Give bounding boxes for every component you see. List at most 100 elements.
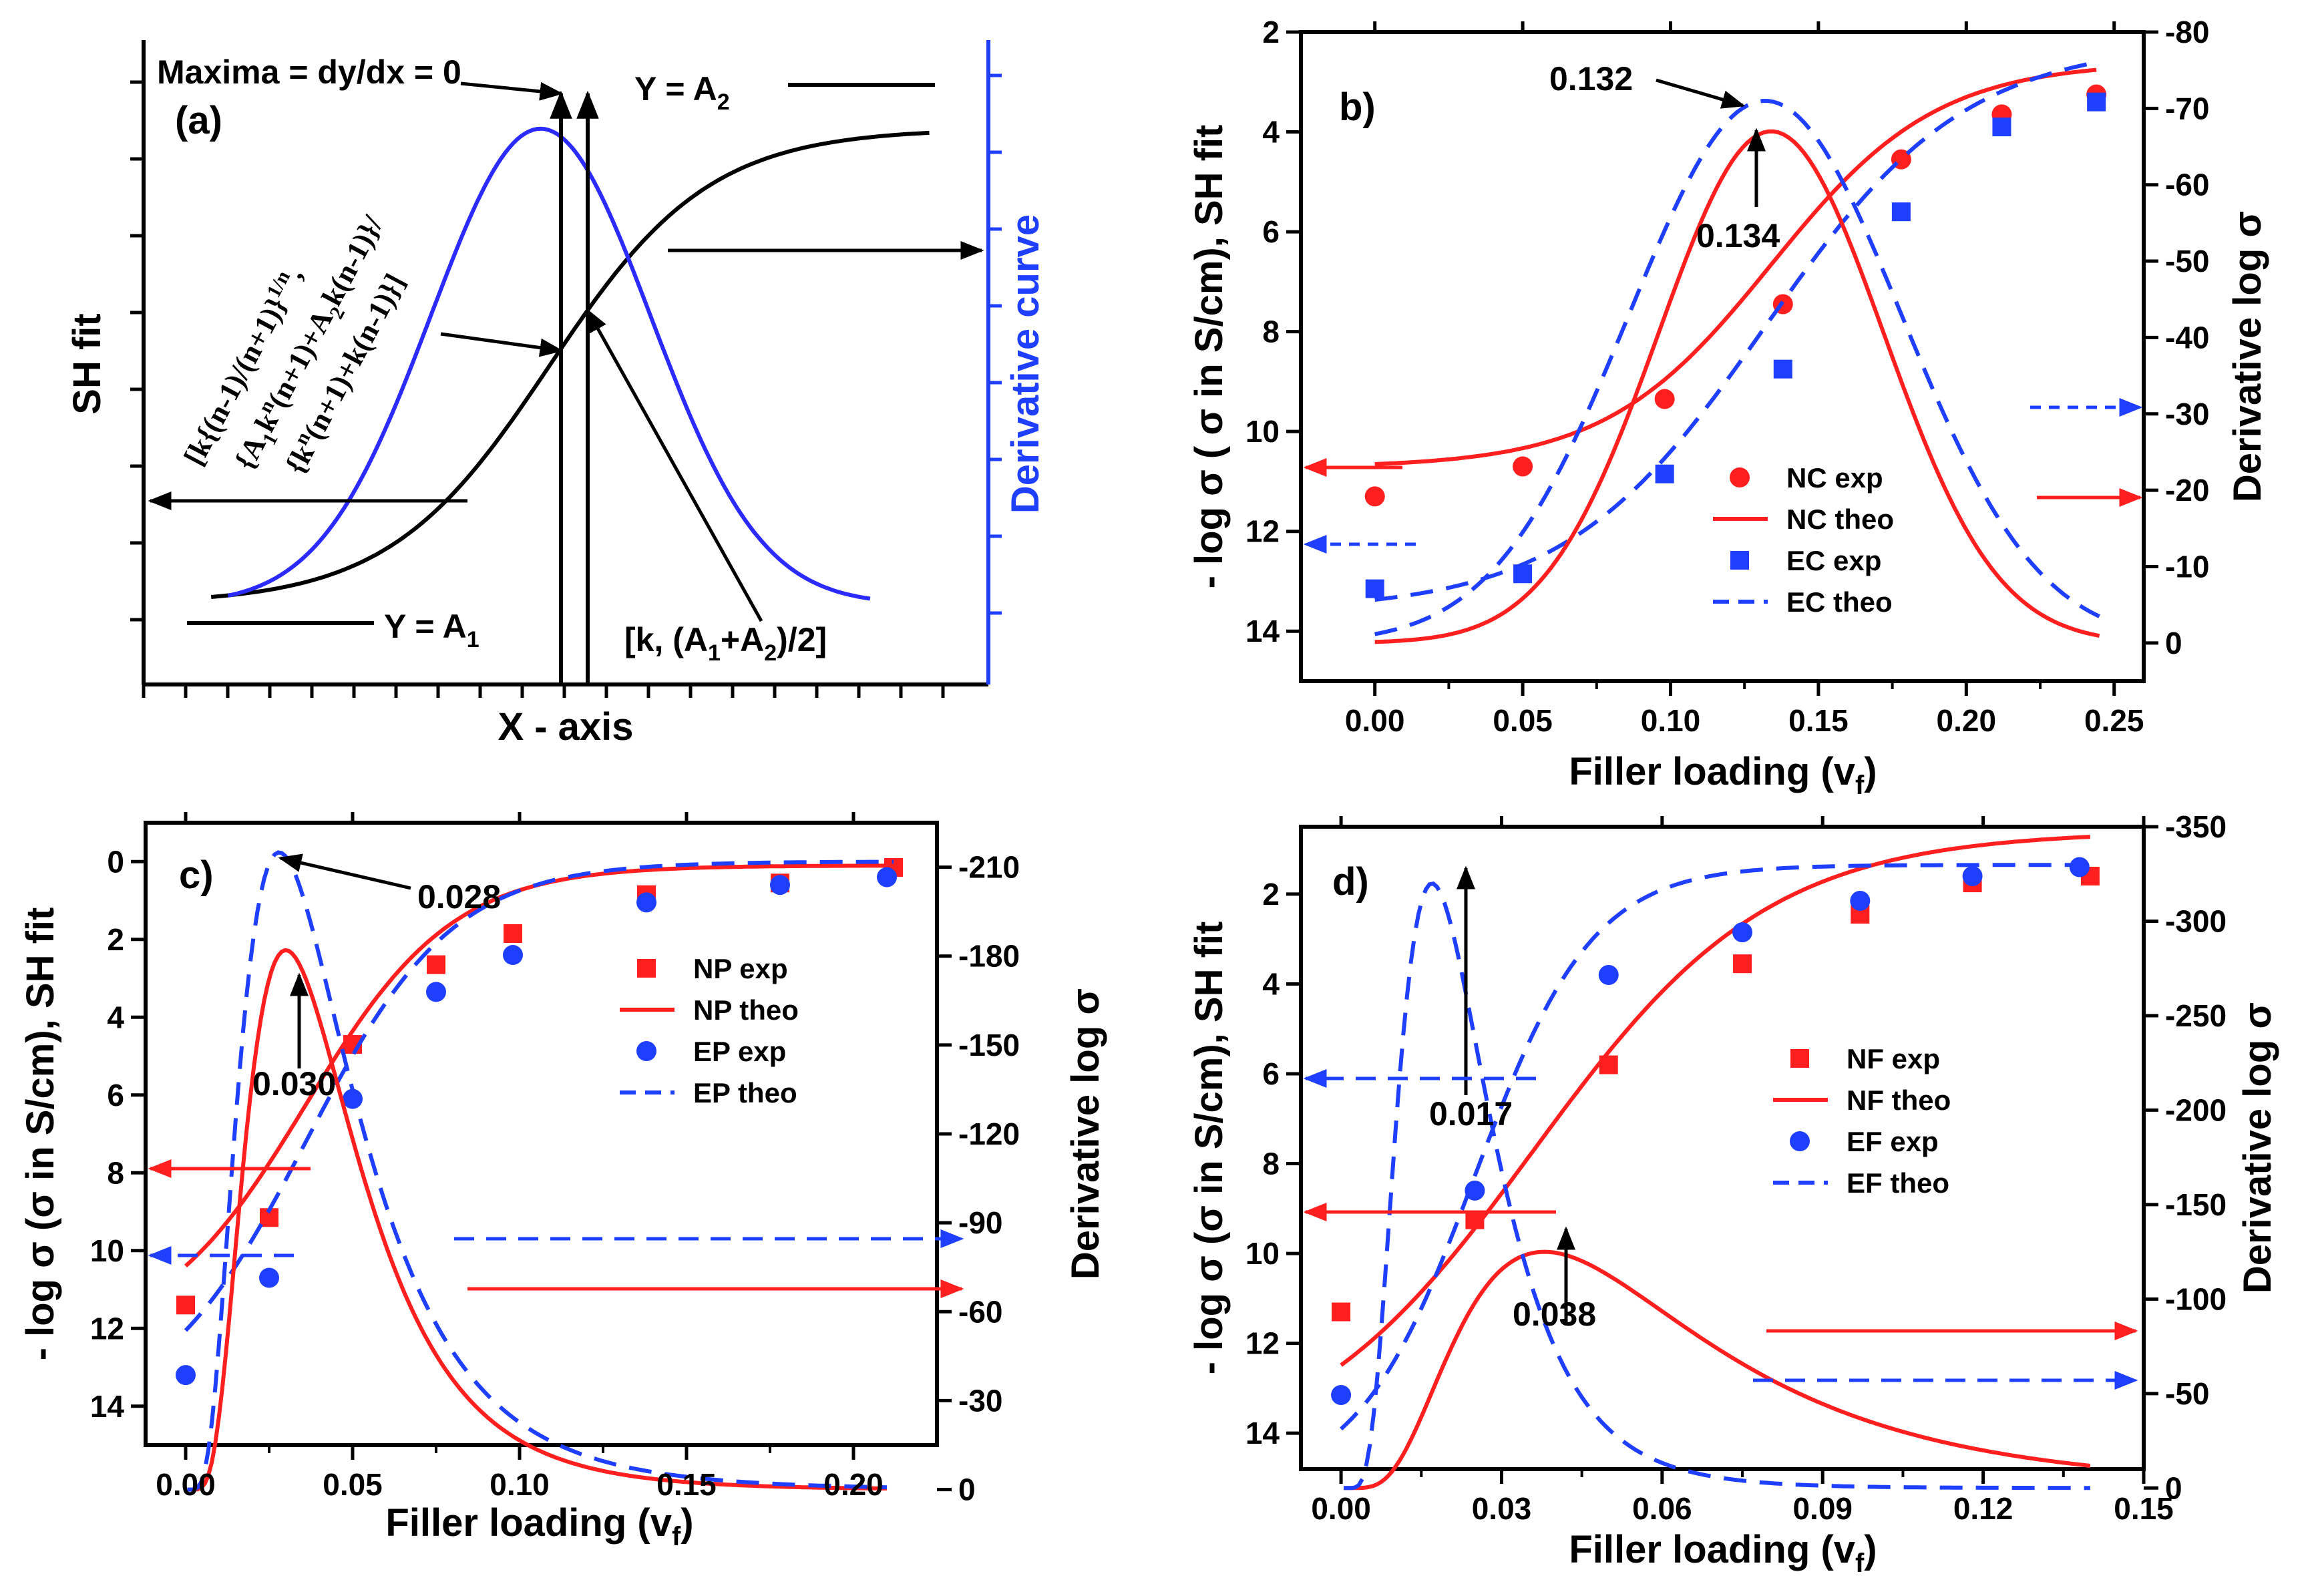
legend-label: NC theo <box>1786 504 1894 535</box>
point-ef-exp <box>1331 1385 1352 1405</box>
panel-d-ticks: 0.00 0.03 0.06 0.09 0.12 0.15 2 4 6 8 10 12 14 -350 -3… <box>1245 809 2227 1526</box>
panel-b-y2label: Derivative log σ <box>2226 211 2269 502</box>
legend-marker <box>636 1041 656 1061</box>
x-tick-label: 0.00 <box>1311 1491 1371 1526</box>
panel-c-y2label: Derivative log σ <box>1064 988 1107 1279</box>
panel-d: 0.00 0.03 0.06 0.09 0.12 0.15 2 4 6 8 10 12 14 -350 -3… <box>1187 809 2279 1578</box>
x-tick-label: 0.00 <box>156 1467 216 1502</box>
y2-tick-label: -50 <box>2165 1376 2209 1411</box>
legend-marker <box>1730 467 1750 487</box>
panel-c-ticks: 0.00 0.05 0.10 0.15 0.20 0 2 4 6 8 10 12 14 -210 -180 -… <box>90 812 1020 1507</box>
y2-tick-label: -30 <box>2165 397 2209 431</box>
panel-a-maxima-label: Maxima = dy/dx = 0 <box>157 53 461 91</box>
point-ep-exp <box>259 1267 279 1288</box>
y2-tick-label: -180 <box>958 939 1020 974</box>
y2-tick-label: -100 <box>2165 1281 2227 1316</box>
panel-a-y2label: Derivative curve <box>1004 214 1047 514</box>
y-tick-label: 10 <box>90 1233 124 1268</box>
y2-tick-label: -40 <box>2165 320 2209 355</box>
annotation-arrow <box>586 308 763 622</box>
point-ef-exp <box>1962 866 1983 886</box>
y-tick-label: 14 <box>1245 614 1280 648</box>
panel-d-peak1-label: 0.017 <box>1429 1095 1513 1133</box>
point-ec-exp <box>1655 464 1674 483</box>
legend-label: NP theo <box>693 994 799 1026</box>
y-tick-label: 6 <box>1262 214 1280 249</box>
y2-tick-label: -80 <box>2165 15 2209 49</box>
y2-tick-label: -10 <box>2165 549 2209 584</box>
x-tick-label: 0.09 <box>1792 1491 1853 1526</box>
panel-d-legend: NF exp NF theo EF exp EF theo <box>1773 1043 1951 1199</box>
y-tick-label: 10 <box>1245 1236 1280 1271</box>
y-tick-label: 8 <box>1262 1147 1280 1181</box>
panel-b-peak1-label: 0.132 <box>1549 60 1633 97</box>
y-tick-label: 6 <box>1262 1056 1280 1091</box>
panel-a-plot <box>130 73 1002 698</box>
point-ec-exp <box>1992 118 2011 137</box>
panel-a-ylabel: SH fit <box>65 313 109 414</box>
panel-d-peak2-label: 0.038 <box>1513 1295 1596 1333</box>
point-ef-exp <box>1598 965 1619 985</box>
y-tick-label: 14 <box>90 1389 125 1424</box>
y2-tick-label: -120 <box>958 1117 1020 1151</box>
y-tick-label: 4 <box>1262 966 1280 1001</box>
panel-d-frame <box>1299 825 2146 1471</box>
panel-d-y2label: Derivative log σ <box>2236 1002 2279 1293</box>
point-nc-exp <box>1364 486 1385 507</box>
point-ef-exp <box>1732 922 1753 943</box>
legend-label: NC exp <box>1786 462 1883 493</box>
x-tick-label: 0.25 <box>2084 703 2144 738</box>
legend-marker <box>637 959 656 978</box>
panel-a-equation: [k{(n-1)/(n+1)}1/n, {A1kn(n+1)+A2k(n-1)}… <box>178 210 412 479</box>
y-tick-label: 2 <box>107 922 124 957</box>
panel-a: (a) X - axis SH fit Derivative curve Max… <box>65 40 1047 749</box>
curve-nf-deriv <box>1344 1249 2091 1490</box>
y-tick-label: 6 <box>107 1078 124 1113</box>
panel-c-peak2-label: 0.030 <box>252 1065 336 1103</box>
x-tick-label: 0.15 <box>2114 1491 2174 1526</box>
point-np-exp <box>504 924 522 944</box>
panel-b-label: b) <box>1339 85 1376 129</box>
point-ep-exp <box>176 1365 196 1386</box>
panel-a-ya2-label: Y = A2 <box>634 70 730 115</box>
legend-label: EP exp <box>693 1036 786 1067</box>
legend-label: NP exp <box>693 953 788 984</box>
panel-c-legend: NP exp NP theo EP exp EP theo <box>620 953 799 1109</box>
y-tick-label: 14 <box>1245 1416 1280 1450</box>
curve-ef-theo <box>1340 863 2090 1431</box>
x-tick-label: 0.12 <box>1953 1491 2013 1526</box>
point-ec-exp <box>1891 202 1911 222</box>
x-tick-label: 0.05 <box>1493 703 1553 738</box>
panel-c-ylabel: - log σ (σ in S/cm), SH fit <box>19 908 62 1361</box>
point-nc-exp <box>1513 456 1533 477</box>
panel-b-plot <box>1303 60 2143 644</box>
point-nf-exp <box>1332 1302 1351 1322</box>
panel-d-plot <box>1303 835 2138 1490</box>
y-tick-label: 8 <box>107 1155 124 1190</box>
curve-ep-theo <box>184 859 894 1332</box>
y2-tick-label: -250 <box>2165 998 2227 1033</box>
point-ef-exp <box>1850 891 1871 911</box>
panel-d-label: d) <box>1332 860 1369 904</box>
point-np-exp <box>427 955 445 974</box>
y2-tick-label: -150 <box>958 1028 1020 1062</box>
panel-a-point-label: [k, (A1+A2)/2] <box>624 621 827 666</box>
panel-b-xlabel: Filler loading (vf) <box>1569 750 1877 800</box>
x-tick-label: 0.10 <box>1641 703 1701 738</box>
panel-a-label: (a) <box>175 99 222 142</box>
y2-tick-label: -350 <box>2165 809 2227 844</box>
y2-tick-label: -20 <box>2165 473 2209 508</box>
y2-tick-label: -210 <box>958 850 1020 885</box>
y2-tick-label: -30 <box>958 1383 1002 1418</box>
x-tick-label: 0.06 <box>1632 1491 1692 1526</box>
annotation-arrow <box>440 332 564 357</box>
panel-c-peak1-label: 0.028 <box>417 878 501 916</box>
point-ep-exp <box>503 945 523 966</box>
y2-tick-label: -50 <box>2165 244 2209 278</box>
y-tick-label: 12 <box>1245 1326 1280 1361</box>
panel-b-peak2-label: 0.134 <box>1696 217 1780 254</box>
x-tick-label: 0.20 <box>823 1467 884 1502</box>
panel-b: 0.00 0.05 0.10 0.15 0.20 0.25 2 4 6 8 10 12 14 -80 -70… <box>1187 15 2269 800</box>
y2-tick-label: -90 <box>958 1205 1002 1240</box>
curve-ec-deriv <box>1374 98 2100 636</box>
